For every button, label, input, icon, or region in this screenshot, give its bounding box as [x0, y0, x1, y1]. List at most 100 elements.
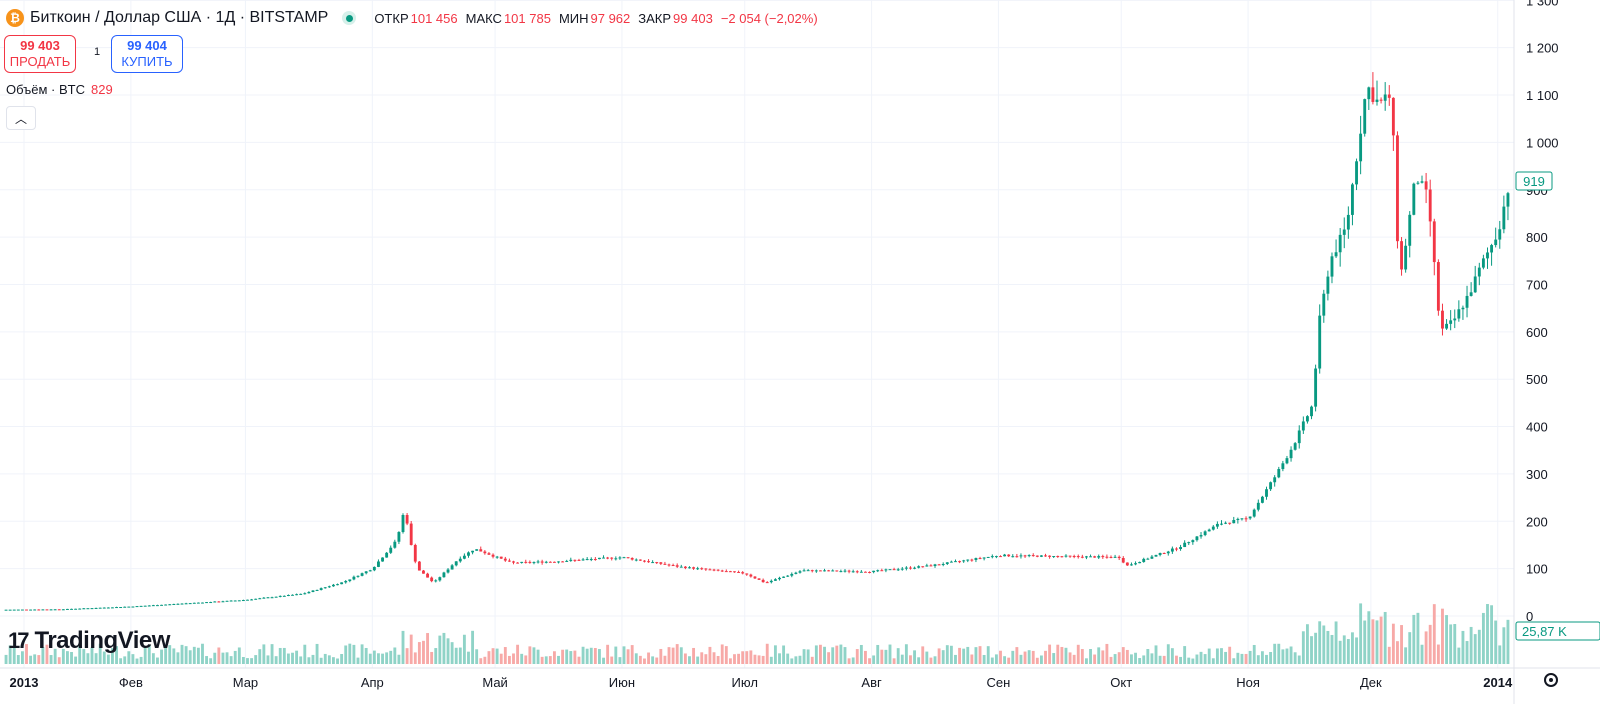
volume-bar	[921, 646, 925, 664]
candle-body	[1027, 555, 1031, 557]
volume-bar	[8, 645, 12, 664]
volume-bar	[872, 655, 876, 664]
candle-body	[1428, 189, 1432, 222]
volume-bar	[1277, 643, 1281, 664]
volume-bar	[1387, 646, 1391, 664]
volume-bar	[753, 654, 757, 664]
volume-bar	[192, 646, 196, 664]
candle-body	[761, 579, 765, 583]
volume-bar	[675, 644, 679, 664]
open-value: 101 456	[410, 10, 458, 26]
candle-body	[299, 593, 303, 595]
candle-body	[933, 564, 937, 567]
volume-bar	[1424, 631, 1428, 664]
candle-body	[332, 584, 335, 587]
volume-bar	[1138, 658, 1142, 664]
buy-button[interactable]: 99 404 КУПИТЬ	[111, 35, 183, 73]
volume-bar	[344, 645, 348, 664]
candle-body	[1080, 556, 1084, 558]
volume-bar	[1236, 652, 1240, 664]
volume-bar	[888, 644, 892, 664]
candle-body	[106, 607, 110, 609]
close-value: 99 403	[673, 10, 713, 26]
candle-body	[540, 561, 544, 563]
volume-bar	[1158, 655, 1162, 664]
candle-body	[213, 601, 217, 603]
collapse-legend-button[interactable]: ︿	[6, 106, 36, 130]
candle-body	[160, 604, 163, 606]
volume-bar	[876, 644, 880, 664]
volume-bar	[1068, 652, 1072, 664]
candle-body	[78, 608, 82, 610]
sell-button[interactable]: 99 403 ПРОДАТЬ	[4, 35, 76, 73]
time-tick-label: Июл	[732, 675, 758, 690]
volume-bar	[295, 650, 299, 664]
candle-body	[1412, 183, 1416, 215]
candle-body	[1134, 563, 1137, 565]
candle-body	[716, 569, 720, 571]
candle-body	[945, 562, 949, 565]
volume-bar	[45, 644, 49, 664]
candle-body	[196, 602, 200, 604]
volume-bar	[1396, 641, 1399, 664]
candle-body	[1125, 562, 1129, 566]
candle-body	[941, 564, 945, 566]
volume-bar	[1400, 625, 1403, 664]
candle-body	[389, 547, 393, 553]
chart-settings-icon[interactable]	[1544, 673, 1558, 687]
candle-body	[348, 579, 352, 582]
candle-body	[827, 570, 831, 572]
volume-bar	[172, 648, 176, 664]
volume-bar	[151, 653, 155, 664]
volume-bar	[1481, 612, 1485, 664]
candle-body	[111, 607, 114, 609]
volume-bar	[78, 644, 82, 664]
volume-bar	[29, 655, 33, 664]
volume-bar	[589, 647, 593, 664]
volume-bar	[507, 655, 511, 664]
volume-bar	[1105, 643, 1109, 664]
candle-body	[1203, 531, 1207, 536]
volume-bar	[696, 656, 700, 664]
candle-body	[1224, 522, 1228, 524]
volume-bar	[1162, 655, 1166, 664]
market-open-icon[interactable]	[342, 11, 357, 25]
candle-body	[327, 586, 331, 588]
candle-body	[164, 604, 168, 606]
candle-body	[1105, 556, 1109, 558]
candle-body	[876, 570, 880, 572]
volume-bar	[491, 648, 495, 664]
candle-body	[1215, 523, 1219, 527]
candle-body	[397, 532, 401, 542]
volume-bar	[352, 644, 356, 664]
candle-body	[143, 605, 147, 607]
candle-body	[8, 609, 12, 611]
volume-bar	[1469, 626, 1473, 664]
candle-body	[1130, 564, 1133, 566]
symbol-title[interactable]: Биткоин / Доллар США · 1Д · BITSTAMP	[30, 9, 329, 26]
volume-bar	[1244, 653, 1248, 664]
candle-body	[262, 597, 266, 599]
volume-bar	[94, 653, 98, 664]
volume-bar	[626, 649, 630, 664]
volume-bar	[859, 644, 863, 664]
candle-body	[741, 572, 745, 574]
candle-body	[655, 562, 659, 564]
tradingview-logo[interactable]: 17 TradingView	[8, 627, 170, 655]
bitcoin-icon: ₿	[6, 9, 24, 27]
volume-bar	[1224, 651, 1228, 664]
candle-body	[1318, 315, 1322, 369]
volume-bar	[4, 654, 8, 664]
volume-bar	[1408, 632, 1412, 664]
candle-body	[790, 573, 794, 576]
candle-body	[151, 605, 155, 607]
volume-bar	[1326, 630, 1330, 664]
volume-bar	[1199, 651, 1203, 664]
volume-bar	[454, 647, 458, 664]
candle-body	[49, 609, 53, 611]
candle-body	[880, 570, 884, 572]
time-tick-label: Окт	[1110, 675, 1132, 690]
volume-bar	[1175, 655, 1178, 664]
candle-body	[778, 577, 781, 580]
